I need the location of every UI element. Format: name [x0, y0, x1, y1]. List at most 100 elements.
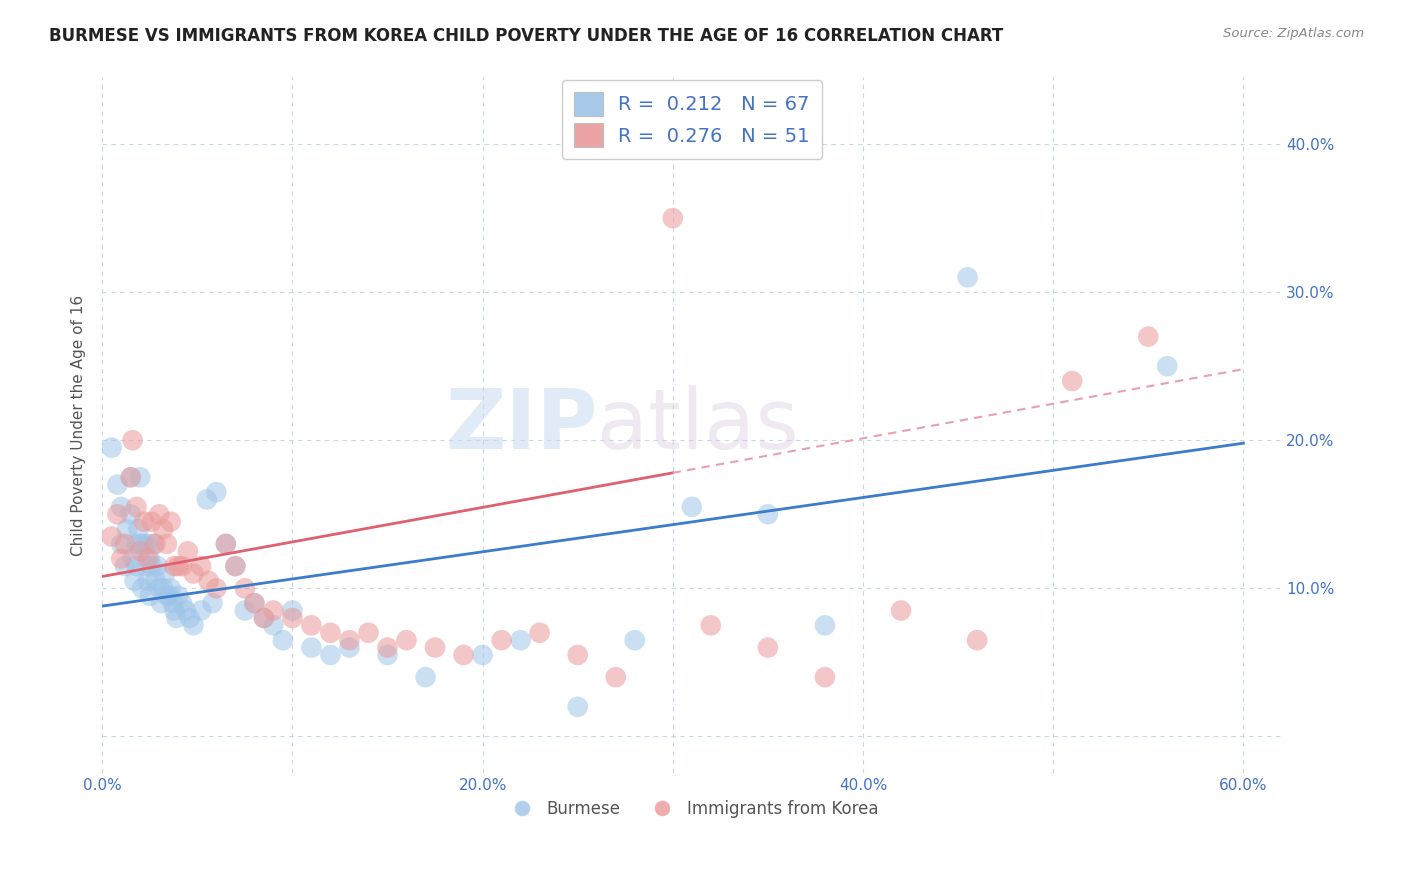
Point [756, 508, 779, 522]
Point [120, 470, 142, 484]
Point [183, 618, 205, 632]
Point [110, 500, 132, 514]
Point [163, 559, 186, 574]
Point [681, 500, 703, 514]
Point [156, 589, 179, 603]
Point [156, 537, 179, 551]
Point [966, 633, 988, 648]
Y-axis label: Child Poverty Under the Age of 16: Child Poverty Under the Age of 16 [72, 295, 86, 556]
Point [956, 270, 979, 285]
Point [529, 625, 551, 640]
Point [145, 537, 167, 551]
Point [110, 551, 132, 566]
Point [243, 596, 266, 610]
Point [197, 574, 219, 588]
Point [131, 582, 153, 596]
Point [167, 589, 190, 603]
Point [125, 537, 148, 551]
Point [814, 670, 837, 684]
Point [319, 625, 342, 640]
Point [114, 537, 136, 551]
Point [152, 582, 174, 596]
Point [132, 515, 155, 529]
Point [357, 625, 380, 640]
Point [339, 633, 361, 648]
Point [471, 648, 494, 662]
Point [567, 699, 589, 714]
Point [491, 633, 513, 648]
Point [167, 559, 190, 574]
Legend: Burmese, Immigrants from Korea: Burmese, Immigrants from Korea [498, 793, 886, 824]
Point [172, 559, 194, 574]
Point [148, 508, 170, 522]
Point [153, 566, 176, 581]
Point [415, 670, 437, 684]
Point [120, 470, 142, 484]
Point [172, 596, 194, 610]
Point [281, 611, 304, 625]
Point [159, 582, 181, 596]
Point [125, 500, 148, 514]
Point [141, 559, 163, 574]
Point [567, 648, 589, 662]
Point [205, 485, 228, 500]
Point [262, 603, 284, 617]
Point [139, 551, 162, 566]
Point [114, 559, 136, 574]
Point [756, 640, 779, 655]
Point [205, 582, 228, 596]
Point [233, 603, 256, 617]
Point [142, 537, 165, 551]
Point [132, 537, 155, 551]
Point [129, 470, 152, 484]
Point [224, 559, 246, 574]
Point [319, 648, 342, 662]
Point [215, 537, 238, 551]
Point [605, 670, 627, 684]
Point [201, 596, 224, 610]
Point [107, 477, 129, 491]
Point [159, 515, 181, 529]
Point [120, 508, 142, 522]
Point [195, 492, 218, 507]
Point [174, 603, 197, 617]
Point [453, 648, 475, 662]
Point [124, 574, 146, 588]
Point [253, 611, 276, 625]
Point [129, 544, 152, 558]
Point [262, 618, 284, 632]
Point [150, 596, 173, 610]
Text: ZIP: ZIP [444, 385, 598, 466]
Point [623, 633, 645, 648]
Point [152, 522, 174, 536]
Point [814, 618, 837, 632]
Point [148, 582, 170, 596]
Point [233, 582, 256, 596]
Point [662, 211, 685, 226]
Point [115, 522, 138, 536]
Point [271, 633, 294, 648]
Point [1137, 329, 1160, 343]
Point [423, 640, 446, 655]
Point [136, 574, 159, 588]
Point [299, 640, 322, 655]
Point [145, 574, 167, 588]
Point [281, 603, 304, 617]
Point [1062, 374, 1084, 388]
Point [700, 618, 723, 632]
Point [136, 537, 159, 551]
Point [224, 559, 246, 574]
Point [121, 551, 143, 566]
Point [509, 633, 531, 648]
Point [890, 603, 912, 617]
Point [165, 611, 187, 625]
Text: BURMESE VS IMMIGRANTS FROM KOREA CHILD POVERTY UNDER THE AGE OF 16 CORRELATION C: BURMESE VS IMMIGRANTS FROM KOREA CHILD P… [49, 27, 1004, 45]
Point [243, 596, 266, 610]
Point [177, 544, 200, 558]
Point [100, 441, 122, 455]
Text: Source: ZipAtlas.com: Source: ZipAtlas.com [1223, 27, 1364, 40]
Point [121, 434, 143, 448]
Point [157, 589, 180, 603]
Point [139, 589, 162, 603]
Point [190, 603, 212, 617]
